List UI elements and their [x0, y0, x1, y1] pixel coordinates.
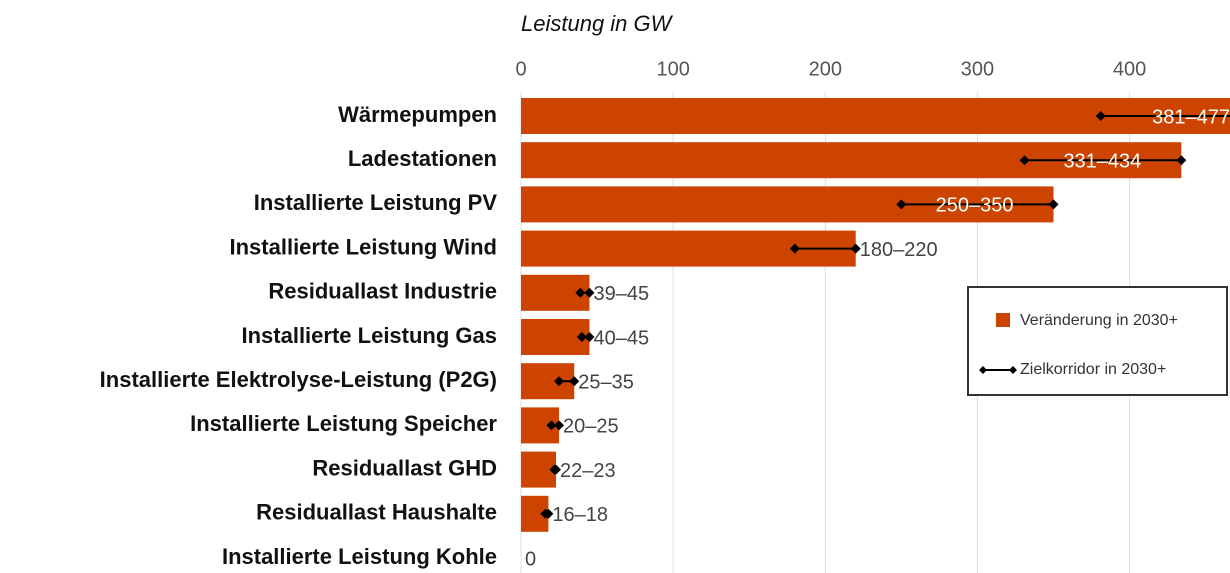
range-marker [584, 332, 595, 342]
range-marker [550, 464, 561, 475]
category-label: Installierte Leistung Gas [241, 323, 497, 348]
range-marker [789, 243, 800, 254]
range-marker [546, 420, 557, 431]
range-marker [569, 376, 580, 387]
value-label: 331–434 [1063, 150, 1141, 172]
category-label: Installierte Leistung Speicher [190, 411, 497, 436]
value-label: 40–45 [593, 327, 649, 349]
range-marker [1019, 155, 1030, 166]
range-marker [1048, 199, 1059, 210]
category-label: Residuallast GHD [312, 455, 497, 480]
legend-label: Veränderung in 2030+ [1020, 312, 1178, 329]
category-label: Installierte Leistung Wind [230, 234, 498, 259]
range-marker [543, 508, 554, 519]
x-tick-label: 100 [656, 58, 689, 80]
x-tick-label: 200 [809, 58, 842, 80]
range-marker [1176, 155, 1187, 166]
value-label: 25–35 [578, 371, 634, 393]
x-tick-label: 0 [515, 58, 526, 80]
legend-swatch [996, 313, 1010, 327]
range-marker [1095, 111, 1106, 121]
value-label: 0 [525, 548, 536, 570]
range-marker [584, 287, 595, 298]
x-tick-label: 400 [1113, 58, 1146, 80]
category-label: Wärmepumpen [338, 102, 497, 127]
value-label: 180–220 [860, 239, 938, 261]
legend-swatch [979, 366, 1017, 374]
range-marker [554, 420, 565, 431]
range-marker [575, 287, 586, 298]
value-label: 39–45 [593, 283, 649, 305]
x-tick-label: 300 [961, 58, 994, 80]
category-label: Ladestationen [348, 146, 497, 171]
range-marker [576, 332, 587, 342]
range-marker [554, 376, 565, 387]
category-label: Residuallast Haushalte [256, 500, 497, 525]
legend-label: Zielkorridor in 2030+ [1020, 361, 1166, 378]
category-label: Installierte Leistung PV [254, 190, 498, 215]
range-marker [896, 199, 907, 210]
category-label: Installierte Leistung Kohle [222, 544, 497, 569]
value-label: 381–477 [1152, 106, 1230, 128]
category-label: Installierte Elektrolyse-Leistung (P2G) [100, 367, 497, 392]
value-label: 250–350 [936, 195, 1014, 217]
value-label: 20–25 [563, 416, 619, 438]
axis-title: Leistung in GW [521, 11, 674, 36]
value-label: 22–23 [560, 460, 616, 482]
legend-box [967, 286, 1228, 396]
value-label: 16–18 [552, 504, 608, 526]
category-label: Residuallast Industrie [268, 279, 497, 304]
range-marker [850, 243, 861, 254]
legend: Veränderung in 2030+ Zielkorridor in 203… [967, 286, 1228, 396]
